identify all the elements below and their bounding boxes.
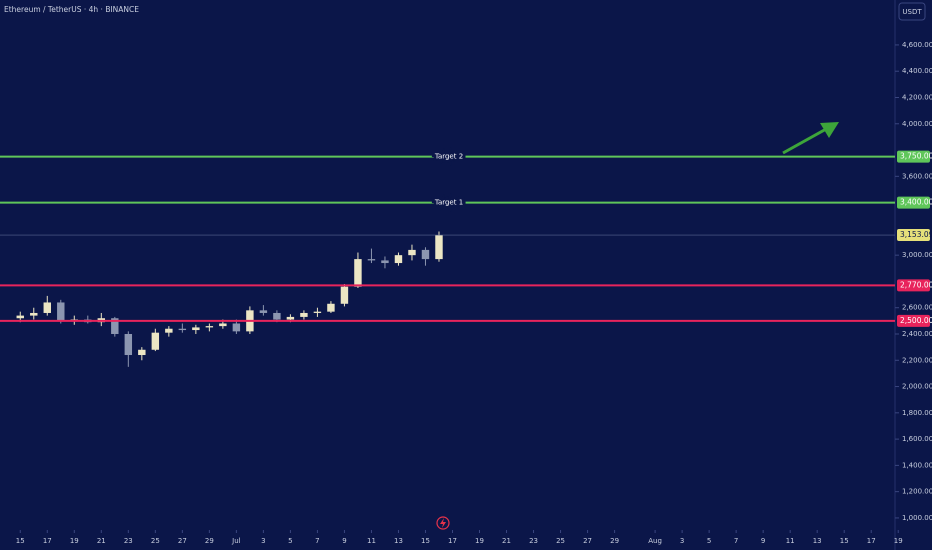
level-label: Target 2 — [434, 153, 463, 161]
x-tick-label: 15 — [16, 537, 25, 545]
candle-body — [43, 302, 51, 313]
candle-body — [435, 235, 443, 260]
y-tick-label: 4,200.00 — [902, 93, 932, 101]
currency-label[interactable]: USDT — [902, 8, 922, 16]
x-tick-label: 5 — [707, 537, 711, 545]
trend-arrow — [782, 122, 839, 155]
candle-body — [408, 249, 416, 256]
candle-body — [192, 327, 200, 331]
candle-body — [57, 302, 65, 321]
y-tick-label: 2,600.00 — [902, 304, 932, 312]
y-tick-label: 4,000.00 — [902, 120, 932, 128]
lightning-icon[interactable] — [436, 516, 450, 530]
level-tag — [897, 314, 930, 327]
x-tick-label: 9 — [342, 537, 346, 545]
x-tick-label: 21 — [502, 537, 511, 545]
y-tick-label: 3,000.00 — [902, 251, 932, 259]
candle-body — [232, 323, 241, 332]
last-price-tag — [897, 229, 930, 242]
x-tick-label: Aug — [648, 537, 662, 545]
level-value-label: 2,500.00 — [900, 316, 932, 325]
candle-body — [151, 332, 160, 350]
y-tick-label: 2,000.00 — [902, 383, 932, 391]
y-tick-label: 4,400.00 — [902, 67, 932, 75]
candle-body — [30, 312, 38, 316]
x-tick-label: 17 — [43, 537, 52, 545]
candle-body — [327, 303, 335, 312]
y-tick-label: 1,800.00 — [902, 409, 932, 417]
candle-body — [219, 323, 227, 327]
y-tick-label: 1,400.00 — [902, 461, 932, 469]
x-tick-label: 15 — [840, 537, 849, 545]
x-tick-label: 23 — [529, 537, 538, 545]
y-tick-label: 3,600.00 — [902, 172, 932, 180]
level-tag — [897, 196, 930, 209]
x-tick-label: 23 — [124, 537, 133, 545]
y-tick-label: 2,200.00 — [902, 356, 932, 364]
x-tick-label: 13 — [813, 537, 822, 545]
candle-body — [367, 259, 376, 261]
y-tick-label: 1,600.00 — [902, 435, 932, 443]
candle-body — [394, 255, 403, 264]
candle-body — [16, 315, 24, 319]
candle-body — [354, 259, 362, 287]
candle-body — [286, 316, 295, 320]
candle-body — [111, 318, 119, 334]
candle-body — [340, 286, 349, 304]
y-tick-label: 4,600.00 — [902, 41, 932, 49]
level-value-label: 2,770.00 — [900, 280, 932, 289]
chart-title: Ethereum / TetherUS · 4h · BINANCE — [4, 5, 139, 14]
level-label: Target 1 — [434, 199, 463, 207]
x-tick-label: 25 — [556, 537, 565, 545]
x-tick-label: 3 — [261, 537, 265, 545]
x-tick-label: 11 — [786, 537, 795, 545]
candle-body — [178, 328, 187, 331]
x-tick-label: 29 — [610, 537, 619, 545]
candle-body — [313, 311, 322, 313]
x-tick-label: 13 — [394, 537, 403, 545]
x-tick-label: 17 — [448, 537, 457, 545]
x-tick-label: 19 — [70, 537, 79, 545]
candle-body — [381, 260, 389, 264]
level-tag — [897, 279, 930, 292]
y-tick-label: 1,200.00 — [902, 488, 932, 496]
candle-body — [273, 312, 281, 320]
x-tick-label: 5 — [288, 537, 292, 545]
x-tick-label: 15 — [421, 537, 430, 545]
last-price-label: 3,153.09 — [900, 230, 932, 239]
candle-body — [300, 312, 308, 317]
y-tick-label: 1,000.00 — [902, 514, 932, 522]
y-tick-label: 2,400.00 — [902, 330, 932, 338]
candle-body — [205, 326, 214, 328]
x-tick-label: Jul — [231, 537, 241, 545]
x-tick-label: 19 — [475, 537, 484, 545]
candle-body — [259, 310, 268, 313]
candle-body — [165, 328, 173, 333]
candle-body — [138, 349, 146, 356]
x-tick-label: 11 — [367, 537, 376, 545]
x-tick-label: 7 — [734, 537, 738, 545]
x-tick-label: 21 — [97, 537, 106, 545]
x-tick-label: 25 — [151, 537, 160, 545]
level-tag — [897, 150, 930, 163]
currency-button[interactable] — [898, 2, 926, 21]
level-value-label: 3,400.00 — [900, 198, 932, 207]
x-tick-label: 9 — [761, 537, 765, 545]
x-tick-label: 3 — [680, 537, 684, 545]
x-tick-label: 7 — [315, 537, 319, 545]
x-tick-label: 17 — [867, 537, 876, 545]
candle-body — [421, 249, 430, 260]
x-tick-label: 27 — [583, 537, 592, 545]
x-tick-label: 19 — [894, 537, 903, 545]
level-value-label: 3,750.00 — [900, 152, 932, 161]
x-tick-label: 27 — [178, 537, 187, 545]
x-tick-label: 29 — [205, 537, 214, 545]
candle-body — [124, 333, 133, 356]
